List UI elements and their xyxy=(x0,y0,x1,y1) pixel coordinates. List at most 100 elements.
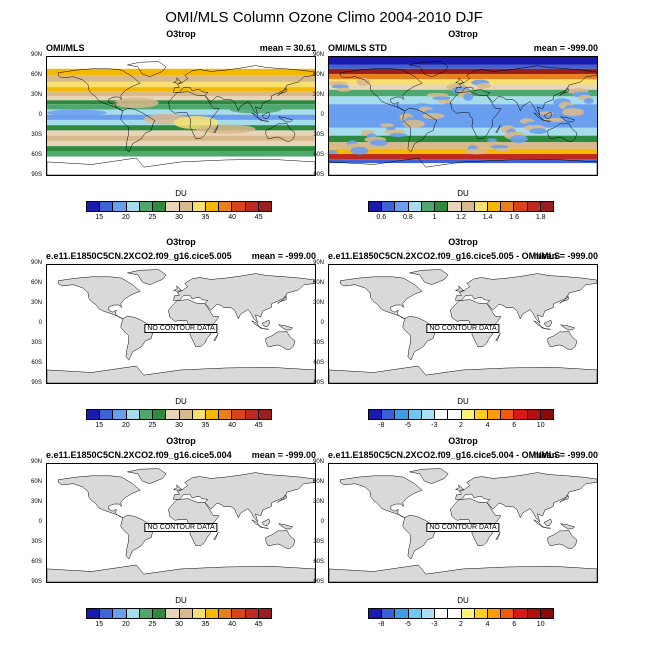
panel-title: O3trop xyxy=(166,29,196,39)
contour-band-9 xyxy=(329,127,597,136)
colorbar-swatch xyxy=(87,202,101,211)
latitude-label: 60S xyxy=(313,559,324,565)
colorbar-swatch xyxy=(461,202,475,211)
colorbar-ticks: -8 -5 -3 2 4 6 10 xyxy=(368,422,554,432)
std-cell-46 xyxy=(369,139,388,146)
panel-left-label: OMI/MLS xyxy=(46,43,85,53)
colorbar-unit-label: DU xyxy=(457,397,469,406)
colorbar-swatch xyxy=(540,609,554,618)
colorbar-swatch xyxy=(448,609,462,618)
world-map xyxy=(329,57,597,175)
latitude-label: 30S xyxy=(31,132,42,138)
contour-cell-5 xyxy=(114,97,159,109)
world-map xyxy=(47,269,315,383)
panel-mean-label: mean = -999.00 xyxy=(251,450,316,460)
colorbar-tick-label: 45 xyxy=(254,422,263,429)
latitude-label: 30S xyxy=(313,340,324,346)
colorbar-swatch xyxy=(408,609,422,618)
std-cell-24 xyxy=(385,126,396,131)
latitude-label: 90N xyxy=(312,260,324,266)
latitude-label: 30N xyxy=(30,300,42,306)
colorbar-swatch xyxy=(540,410,554,419)
contour-band-7 xyxy=(329,96,597,105)
colorbar-swatch xyxy=(514,609,528,618)
colorbar-swatch xyxy=(527,410,541,419)
colorbar-tick-label: 20 xyxy=(121,422,130,429)
colorbar-swatch xyxy=(219,609,233,618)
colorbar-swatch xyxy=(139,410,154,419)
std-cell-52 xyxy=(583,97,594,104)
latitude-label: 60N xyxy=(30,479,42,485)
colorbar-tick-label: 20 xyxy=(121,621,130,628)
colorbar-swatch xyxy=(153,410,167,419)
map-area xyxy=(46,264,316,384)
std-cell-12 xyxy=(487,138,497,143)
std-cell-58 xyxy=(529,128,548,135)
latitude-label: 30S xyxy=(31,340,42,346)
latitude-label: 90N xyxy=(30,52,42,58)
latitude-label: 90S xyxy=(31,579,42,585)
world-map xyxy=(329,269,597,383)
colorbar-tick-label: 0.8 xyxy=(402,214,413,221)
latitude-label: 30S xyxy=(31,539,42,545)
colorbar-swatch xyxy=(126,609,140,618)
latitude-label: 0 xyxy=(38,112,42,118)
panel-mean-label: mean = -999.00 xyxy=(533,251,598,261)
latitude-label: 90S xyxy=(313,380,324,386)
continent-outline xyxy=(329,468,597,582)
colorbar-swatch xyxy=(126,202,140,211)
latitude-label: 60N xyxy=(312,280,324,286)
colorbar-tick-label: 20 xyxy=(121,214,130,221)
contour-cell-3 xyxy=(229,105,282,114)
colorbar-swatch xyxy=(192,202,206,211)
latitude-label: 90S xyxy=(313,579,324,585)
contour-band-9 xyxy=(47,109,315,115)
colorbar-swatch xyxy=(205,410,220,419)
contour-band-12 xyxy=(47,125,315,131)
no-contour-data-label: NO CONTOUR DATA xyxy=(426,523,500,532)
colorbar-tick-label: 25 xyxy=(148,422,157,429)
colorbar-swatch xyxy=(501,202,515,211)
colorbar-tick-label: 4 xyxy=(485,422,490,429)
colorbar-swatch xyxy=(166,609,180,618)
no-contour-data-label: NO CONTOUR DATA xyxy=(426,324,500,333)
latitude-label: 90S xyxy=(31,172,42,178)
colorbar-unit-label: DU xyxy=(175,397,187,406)
colorbar-tick-label: -8 xyxy=(378,621,385,628)
latitude-label: 90S xyxy=(31,380,42,386)
contour-cell-4 xyxy=(195,124,256,134)
colorbar-swatch xyxy=(474,609,488,618)
latitude-label: 30N xyxy=(312,300,324,306)
map-panel-1: O3trop OMI/MLS mean = 30.61 90N 60N 30N 0 30S 60… xyxy=(31,29,316,229)
colorbar-swatch xyxy=(245,410,259,419)
panel-title: O3trop xyxy=(166,237,196,247)
colorbar-swatch xyxy=(258,202,272,211)
std-cell-59 xyxy=(562,108,585,116)
colorbar-swatch xyxy=(113,202,127,211)
latitude-label: 30S xyxy=(313,132,324,138)
colorbar-swatch xyxy=(153,609,167,618)
colorbar-swatch xyxy=(100,410,114,419)
latitude-label: 60N xyxy=(312,72,324,78)
colorbar-tick-label: 4 xyxy=(485,621,490,628)
colorbar-swatch xyxy=(126,410,140,419)
colorbar-tick-label: 10 xyxy=(536,422,545,429)
colorbar-ticks: 15 20 25 30 35 40 45 xyxy=(86,422,272,432)
latitude-label: 60S xyxy=(313,360,324,366)
contour-band-14 xyxy=(47,135,315,141)
std-cell-54 xyxy=(389,133,408,137)
colorbar-swatch xyxy=(369,609,383,618)
latitude-label: 30N xyxy=(30,92,42,98)
colorbar-tick-label: 15 xyxy=(95,422,104,429)
latitude-label: 30S xyxy=(313,539,324,545)
std-cell-51 xyxy=(542,117,565,122)
colorbar-tick-label: 1.4 xyxy=(482,214,493,221)
colorbar-swatch xyxy=(461,609,475,618)
colorbar-tick-label: 40 xyxy=(228,214,237,221)
colorbar-swatch xyxy=(448,202,462,211)
latitude-label: 0 xyxy=(320,519,324,525)
colorbar-swatch xyxy=(179,410,193,419)
std-cell-38 xyxy=(350,146,369,155)
colorbar-swatch xyxy=(87,410,101,419)
panel-left-label: e.e11.E1850C5CN.2XCO2.f09_g16.cice5.004 xyxy=(46,450,232,460)
